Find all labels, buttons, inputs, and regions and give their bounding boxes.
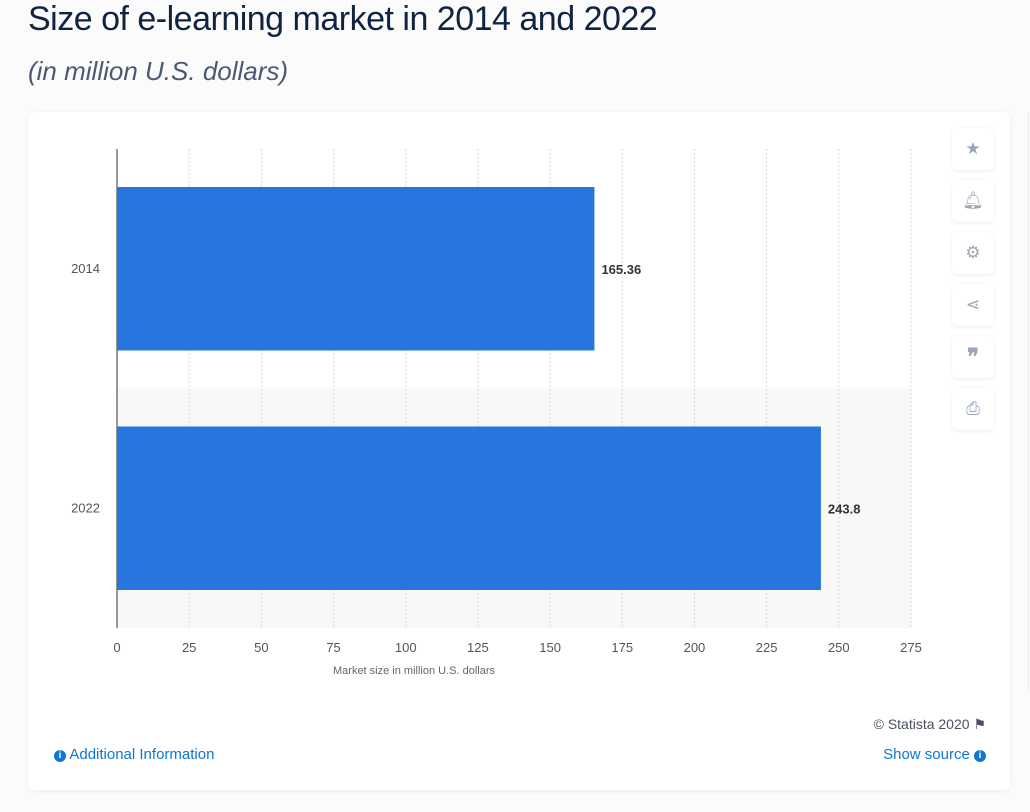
- x-tick-label: 150: [539, 640, 561, 655]
- x-tick-label: 275: [900, 640, 922, 655]
- info-icon: i: [974, 750, 986, 762]
- page-subtitle: (in million U.S. dollars): [28, 56, 289, 86]
- side-panel: [1028, 112, 1030, 692]
- additional-information-link[interactable]: i Additional Information: [54, 746, 214, 763]
- x-tick-label: 200: [684, 640, 706, 655]
- bar-2014: [117, 187, 595, 351]
- additional-info-text: Additional Information: [69, 746, 215, 763]
- x-tick-label: 250: [828, 640, 850, 655]
- y-tick-label: 2022: [71, 500, 100, 515]
- gear-icon[interactable]: ⚙: [952, 232, 994, 274]
- star-icon[interactable]: ★: [952, 128, 994, 170]
- x-axis-title: Market size in million U.S. dollars: [333, 665, 495, 677]
- statista-credit[interactable]: © Statista 2020 ⚑: [874, 716, 986, 733]
- x-tick-label: 50: [254, 640, 268, 655]
- show-source-link[interactable]: Show source i: [883, 746, 986, 763]
- page-title: Size of e-learning market in 2014 and 20…: [28, 0, 658, 38]
- toolbar: ★ 🔔︎ ⚙ ⋖ ❞ ⎙: [952, 128, 994, 440]
- info-icon: i: [54, 750, 66, 762]
- show-source-text: Show source: [883, 746, 970, 763]
- flag-icon: ⚑: [973, 716, 986, 732]
- data-label: 243.8: [828, 501, 861, 516]
- x-tick-label: 0: [113, 640, 120, 655]
- x-tick-label: 125: [467, 640, 489, 655]
- x-tick-label: 75: [326, 640, 340, 655]
- x-tick-label: 100: [395, 640, 417, 655]
- data-label: 165.36: [601, 262, 641, 277]
- share-icon[interactable]: ⋖: [952, 284, 994, 326]
- x-tick-label: 225: [756, 640, 778, 655]
- x-tick-label: 25: [182, 640, 196, 655]
- x-tick-label: 175: [611, 640, 633, 655]
- quote-icon[interactable]: ❞: [952, 336, 994, 378]
- print-icon[interactable]: ⎙: [952, 388, 994, 430]
- y-tick-label: 2014: [71, 261, 100, 276]
- bar-2022: [117, 426, 821, 590]
- bell-icon[interactable]: 🔔︎: [952, 180, 994, 222]
- credit-text: © Statista 2020: [873, 716, 970, 732]
